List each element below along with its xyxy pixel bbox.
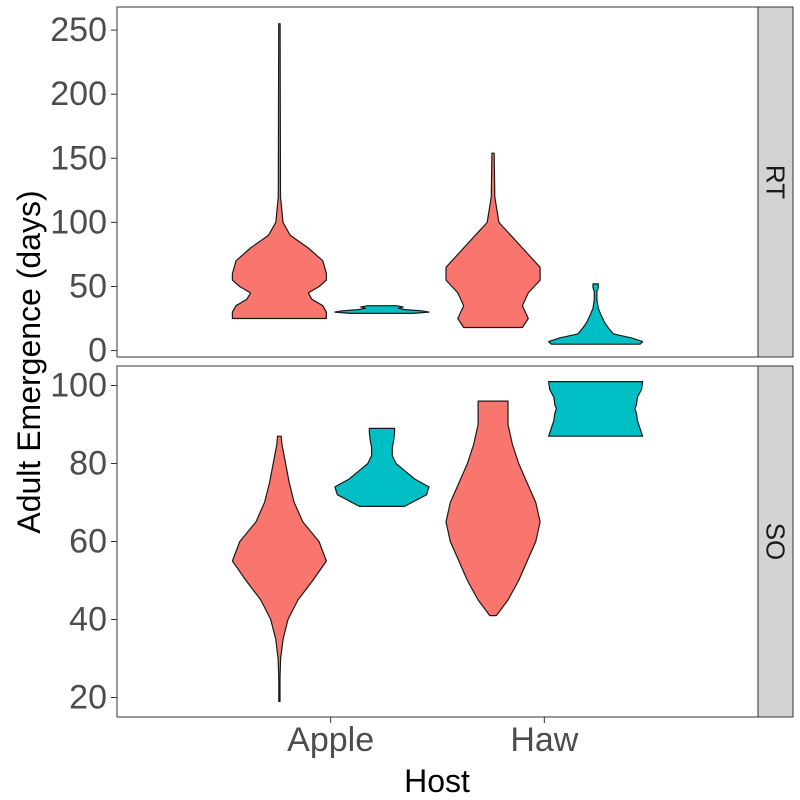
x-axis-title: Host [404, 763, 470, 799]
facet-strip-label: SO [761, 523, 791, 561]
chart-panels: RT 0 50 100 150 200 250 SO 20 40 60 80 100 Apple Haw [50, 6, 794, 759]
panel-frame [116, 365, 759, 718]
violin-haw-series0 [445, 400, 541, 617]
y-tick-label: 20 [69, 679, 107, 717]
x-tick-label: Apple [287, 721, 374, 759]
violin-apple-series0 [231, 435, 327, 702]
violin-apple-series1 [334, 427, 430, 507]
violin-haw-series0 [445, 152, 541, 329]
y-tick-label: 250 [50, 11, 107, 49]
y-tick-label: 150 [50, 139, 107, 177]
facet-strip [757, 365, 794, 718]
violin-haw-series1 [548, 381, 644, 437]
facet-panel-rt: RT 0 50 100 150 200 250 [50, 6, 794, 370]
y-tick-label: 200 [50, 75, 107, 113]
violin-apple-series0 [231, 23, 327, 320]
facet-strip [757, 6, 794, 358]
y-tick-label: 100 [50, 367, 107, 405]
y-tick-label: 80 [69, 445, 107, 483]
violin-apple-series1 [334, 305, 430, 314]
y-tick-label: 100 [50, 203, 107, 241]
y-tick-label: 0 [88, 332, 107, 370]
panel-frame [116, 6, 759, 358]
facet-panel-so: SO 20 40 60 80 100 [50, 365, 794, 718]
y-tick-label: 40 [69, 601, 107, 639]
violin-haw-series1 [548, 283, 644, 345]
y-tick-label: 60 [69, 523, 107, 561]
facet-strip-label: RT [761, 165, 791, 199]
x-tick-label: Haw [510, 721, 578, 759]
y-tick-label: 50 [69, 267, 107, 305]
y-axis-title: Adult Emergence (days) [11, 190, 47, 533]
